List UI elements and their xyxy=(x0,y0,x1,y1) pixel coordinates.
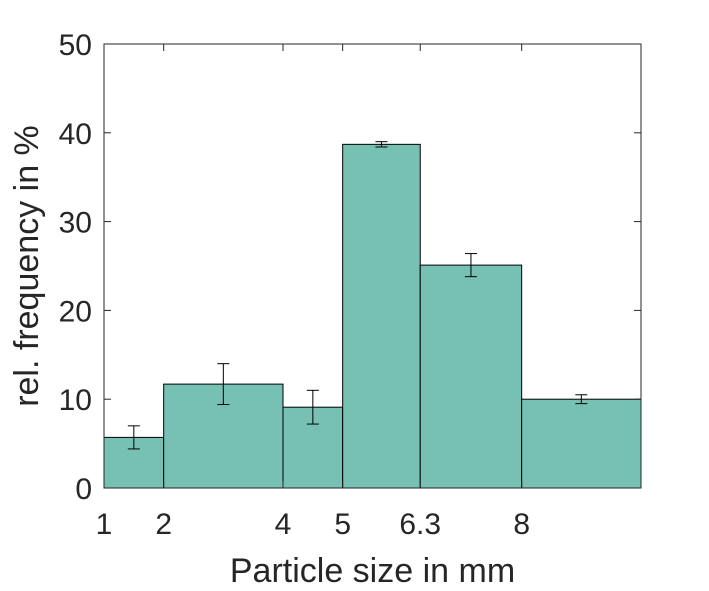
x-axis-title: Particle size in mm xyxy=(230,552,515,590)
bar-4 xyxy=(342,143,421,489)
bar-5 xyxy=(419,264,523,489)
y-tick-labels: 0 10 20 30 40 50 xyxy=(59,29,92,506)
y-axis-title: rel. frequency in % xyxy=(8,125,46,407)
bars-group xyxy=(103,143,642,489)
y-tick-label-2: 20 xyxy=(59,295,92,328)
y-tick-label-0: 0 xyxy=(75,473,92,506)
ticks-group xyxy=(103,43,641,489)
x-tick-label-1: 2 xyxy=(155,508,172,541)
y-tick-label-1: 10 xyxy=(59,384,92,417)
error-bars-group xyxy=(127,141,588,450)
y-tick-label-5: 50 xyxy=(59,29,92,62)
plot-frame xyxy=(103,43,642,489)
y-tick-label-4: 40 xyxy=(59,118,92,151)
bar-6 xyxy=(521,398,642,489)
x-tick-label-5: 8 xyxy=(513,508,530,541)
x-tick-label-0: 1 xyxy=(96,508,113,541)
x-tick-label-4: 6.3 xyxy=(399,508,441,541)
x-tick-labels: 1 2 4 5 6.3 8 xyxy=(96,508,530,541)
x-tick-label-3: 5 xyxy=(334,508,351,541)
y-tick-label-3: 30 xyxy=(59,207,92,240)
x-tick-label-2: 4 xyxy=(275,508,292,541)
